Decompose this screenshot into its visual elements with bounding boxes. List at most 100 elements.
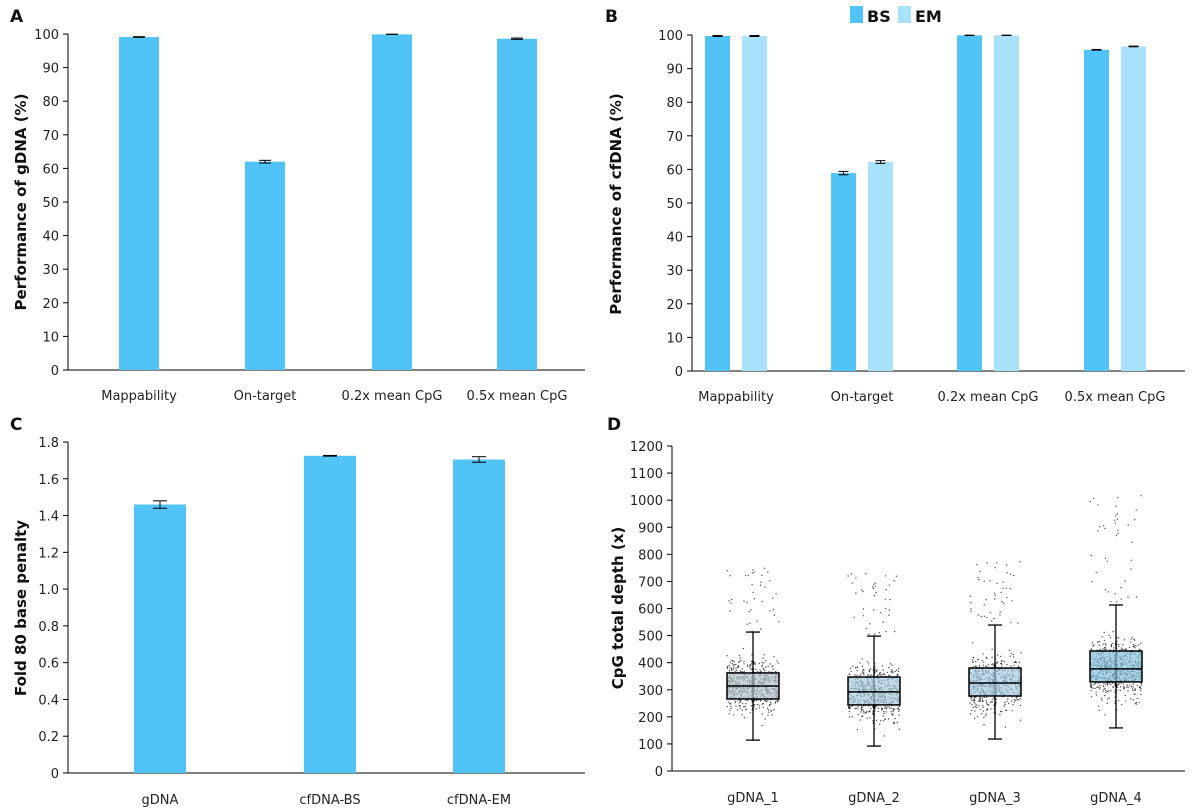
data-point	[1137, 644, 1140, 646]
data-point	[765, 701, 768, 703]
data-point	[1130, 641, 1132, 643]
data-point	[885, 575, 887, 577]
data-point	[1010, 621, 1012, 624]
data-point	[1112, 642, 1114, 645]
data-point	[743, 706, 745, 708]
data-point	[769, 610, 771, 612]
data-point	[892, 707, 894, 710]
panel-label-d: D	[607, 415, 621, 435]
bar-em-0-2x-mean-cpg	[994, 35, 1019, 371]
data-point	[973, 698, 975, 700]
data-point	[891, 671, 893, 673]
y-tick-label: 1.4	[38, 510, 59, 525]
data-point	[874, 585, 877, 587]
data-point	[761, 574, 763, 576]
data-point	[754, 703, 756, 706]
data-point	[1092, 497, 1095, 500]
data-point	[1015, 696, 1018, 698]
data-point	[1107, 698, 1109, 700]
data-point	[1094, 682, 1096, 685]
data-point	[1000, 666, 1003, 668]
data-point	[893, 721, 896, 723]
data-point	[886, 671, 889, 674]
data-point	[983, 615, 985, 617]
data-point	[854, 674, 856, 676]
data-point	[851, 715, 853, 718]
data-point	[759, 669, 761, 671]
data-point	[762, 668, 765, 670]
data-point	[740, 659, 742, 662]
data-point	[882, 715, 884, 717]
data-point	[1019, 561, 1021, 563]
data-point	[767, 714, 769, 716]
data-point	[729, 667, 731, 669]
y-tick-label: 200	[638, 711, 663, 726]
data-point	[1114, 522, 1117, 524]
data-point	[1118, 682, 1120, 685]
data-point	[769, 663, 771, 665]
data-point	[1126, 684, 1128, 686]
data-point	[743, 670, 745, 672]
bar-0-5x-mean-cpg	[497, 38, 537, 370]
data-point	[883, 712, 885, 715]
data-point	[973, 701, 975, 704]
data-point	[764, 670, 766, 672]
data-point	[1120, 598, 1123, 600]
data-point	[865, 573, 867, 575]
data-point	[771, 666, 773, 668]
data-point	[862, 590, 864, 593]
data-point	[743, 600, 745, 602]
data-point	[984, 665, 987, 667]
data-point	[887, 706, 889, 708]
data-point	[983, 716, 985, 719]
data-point	[1123, 639, 1126, 641]
data-point	[878, 632, 880, 634]
data-point	[880, 673, 882, 676]
data-point	[870, 668, 872, 670]
data-point	[987, 664, 989, 666]
y-axis-title-b: Performance of cfDNA (%)	[607, 93, 625, 315]
data-point	[972, 706, 974, 709]
data-point	[884, 707, 886, 709]
y-tick-label: 10	[666, 331, 683, 346]
legend-label-em: EM	[915, 7, 942, 26]
data-point	[776, 701, 779, 703]
data-point	[1110, 690, 1112, 692]
data-point	[1097, 504, 1099, 506]
data-point	[861, 665, 864, 667]
data-point	[1013, 701, 1015, 703]
data-point	[744, 574, 747, 576]
data-point	[971, 659, 973, 661]
y-tick-label: 50	[666, 197, 683, 212]
data-point	[1001, 601, 1003, 603]
data-point	[1103, 639, 1106, 642]
data-point	[889, 663, 892, 665]
data-point	[999, 713, 1001, 716]
data-point	[869, 675, 871, 677]
data-point	[773, 614, 776, 616]
data-point	[1019, 697, 1021, 700]
data-point	[1007, 698, 1009, 700]
data-point	[890, 669, 892, 671]
data-point	[898, 714, 900, 716]
data-point	[741, 671, 743, 673]
data-point	[1009, 573, 1012, 575]
data-point	[732, 664, 734, 666]
data-point	[731, 669, 733, 671]
data-point	[972, 661, 974, 664]
data-point	[863, 710, 865, 713]
data-point	[1009, 588, 1011, 590]
data-point	[1132, 686, 1134, 688]
y-tick-label: 0.6	[38, 657, 59, 672]
data-point	[735, 705, 737, 707]
data-point	[999, 710, 1002, 712]
data-point	[1105, 691, 1107, 693]
data-point	[773, 709, 775, 711]
data-point	[859, 675, 861, 677]
bar-cfdna-em	[453, 459, 505, 773]
data-point	[862, 615, 864, 617]
data-point	[969, 713, 971, 715]
data-point	[1127, 690, 1129, 692]
data-point	[978, 698, 981, 700]
data-point	[856, 669, 858, 672]
